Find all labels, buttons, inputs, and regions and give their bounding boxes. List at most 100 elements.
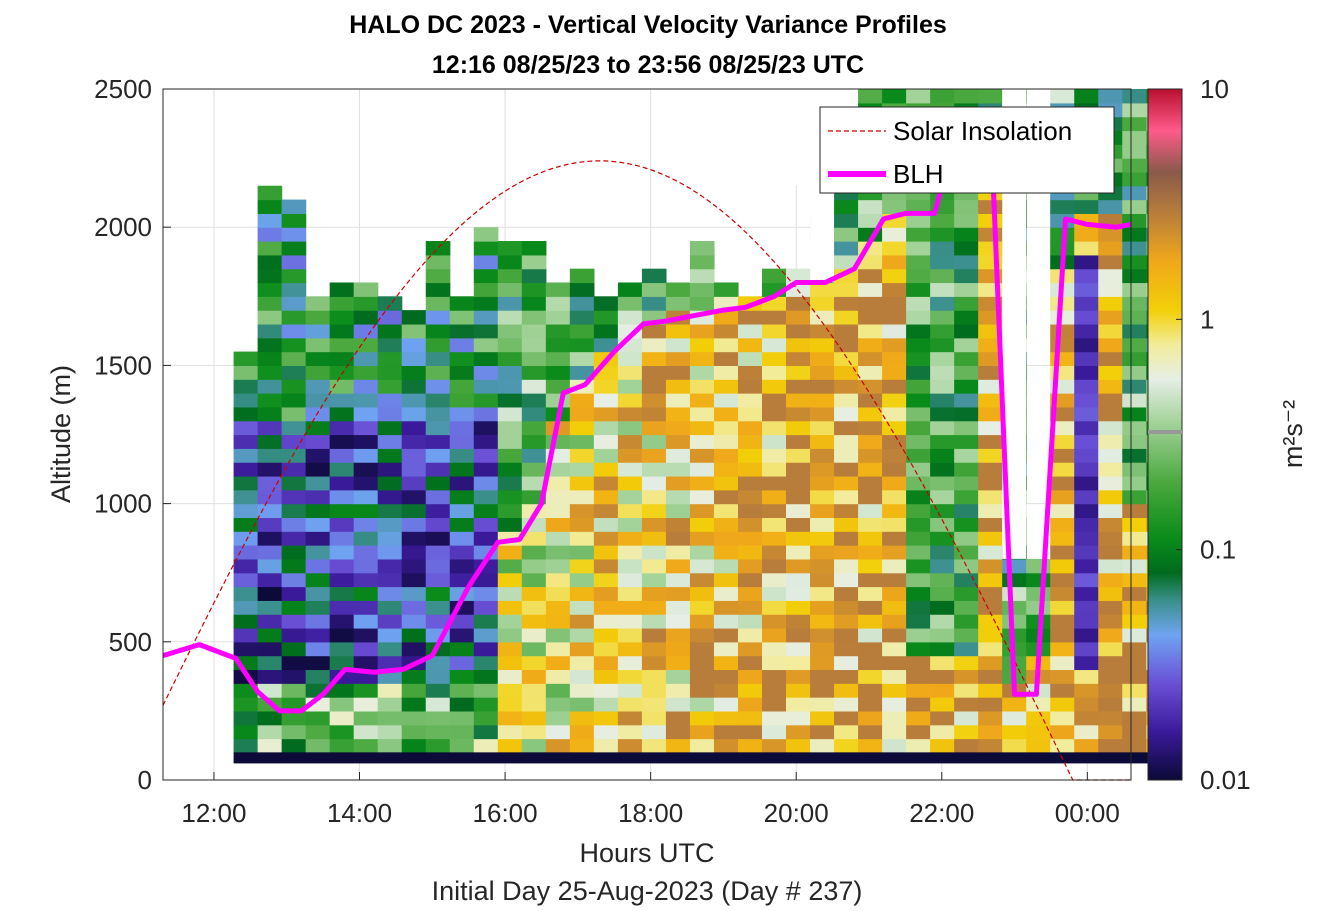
x-tick-label: 22:00 xyxy=(909,798,974,828)
heatmap-cell xyxy=(1098,655,1123,671)
heatmap-cell xyxy=(930,586,955,601)
heatmap-cell xyxy=(906,558,931,574)
heatmap-cell xyxy=(1098,614,1123,629)
heatmap-cell xyxy=(1122,406,1147,422)
heatmap-cell xyxy=(281,351,307,366)
heatmap-cell xyxy=(1074,489,1099,505)
heatmap-cell xyxy=(906,199,931,214)
x-axis-label: Hours UTC xyxy=(579,838,714,868)
heatmap-cell xyxy=(810,282,835,297)
heatmap-cell xyxy=(305,448,331,463)
heatmap-cell xyxy=(834,503,859,519)
heatmap-cell xyxy=(834,517,859,532)
heatmap-cell xyxy=(617,462,643,477)
heatmap-cell xyxy=(930,627,955,643)
heatmap-cell xyxy=(593,683,619,698)
heatmap-cell xyxy=(497,697,523,712)
heatmap-cell xyxy=(641,641,667,657)
heatmap-cell xyxy=(665,600,691,615)
heatmap-cell xyxy=(1002,614,1027,629)
colorbar: 10 1 0.1 0.01 m²s⁻² xyxy=(1147,74,1308,795)
heatmap-cell xyxy=(689,296,715,311)
heatmap-cell xyxy=(377,641,403,657)
heatmap-cell xyxy=(497,351,523,366)
heatmap-cell xyxy=(569,655,595,671)
heatmap-cell xyxy=(930,503,955,519)
heatmap-cell xyxy=(858,697,883,712)
heatmap-cell xyxy=(521,724,547,740)
heatmap-cell xyxy=(521,572,547,588)
heatmap-cell xyxy=(1026,697,1051,712)
heatmap-cell xyxy=(641,323,667,339)
heatmap-cell xyxy=(593,379,619,394)
heatmap-cell xyxy=(786,420,811,436)
heatmap-cell xyxy=(329,572,355,588)
heatmap-cell xyxy=(617,655,643,671)
heatmap-cell xyxy=(858,475,883,491)
heatmap-cell xyxy=(401,710,427,726)
heatmap-cell xyxy=(689,393,715,408)
heatmap-cell xyxy=(906,614,931,629)
heatmap-cell xyxy=(978,462,1003,477)
heatmap-cell xyxy=(1122,641,1147,657)
heatmap-cell xyxy=(593,393,619,408)
heatmap-cell xyxy=(737,489,763,505)
heatmap-cell xyxy=(593,627,619,643)
heatmap-cell xyxy=(641,545,667,560)
heatmap-cell xyxy=(1050,434,1075,449)
heatmap-cell xyxy=(810,434,835,449)
heatmap-cell xyxy=(233,379,259,394)
heatmap-cell xyxy=(329,282,355,297)
x-tick-label: 20:00 xyxy=(764,798,829,828)
heatmap-cell xyxy=(449,545,475,560)
heatmap-cell xyxy=(737,503,763,519)
heatmap-cell xyxy=(810,323,835,339)
heatmap-cell xyxy=(713,393,739,408)
heatmap-cell xyxy=(761,614,787,629)
heatmap-cell xyxy=(377,586,403,601)
heatmap-cell xyxy=(233,503,259,519)
heatmap-cell xyxy=(329,434,355,449)
heatmap-cell xyxy=(329,614,355,629)
heatmap-cell xyxy=(233,393,259,408)
heatmap-cell xyxy=(1074,351,1099,366)
heatmap-cell xyxy=(954,282,979,297)
heatmap-cell xyxy=(449,558,475,574)
heatmap-cell xyxy=(978,241,1003,256)
heatmap-cell xyxy=(473,379,499,394)
heatmap-cell xyxy=(786,572,811,588)
heatmap-cell xyxy=(473,393,499,408)
heatmap-cell xyxy=(1098,227,1123,242)
heatmap-cell xyxy=(545,586,571,601)
heatmap-cell xyxy=(329,531,355,546)
heatmap-cell xyxy=(1098,517,1123,532)
heatmap-cell xyxy=(521,406,547,422)
heatmap-cell xyxy=(930,531,955,546)
heatmap-cell xyxy=(665,365,691,380)
heatmap-cell xyxy=(1050,406,1075,422)
heatmap-cell xyxy=(1122,448,1147,463)
heatmap-cell xyxy=(689,669,715,684)
heatmap-cell xyxy=(665,448,691,463)
heatmap-cell xyxy=(617,600,643,615)
heatmap-cell xyxy=(617,503,643,519)
heatmap-cell xyxy=(737,641,763,657)
heatmap-cell xyxy=(593,406,619,422)
heatmap-cell xyxy=(978,199,1003,214)
heatmap-cell xyxy=(882,710,907,726)
heatmap-cell xyxy=(353,641,379,657)
heatmap-cell xyxy=(545,738,571,753)
heatmap-cell xyxy=(810,558,835,574)
heatmap-cell xyxy=(834,489,859,505)
heatmap-cell xyxy=(882,296,907,311)
heatmap-cell xyxy=(473,614,499,629)
colorbar-marker xyxy=(1148,430,1182,434)
heatmap-cell xyxy=(1050,213,1075,228)
x-tick-label: 12:00 xyxy=(181,798,246,828)
heatmap-cell xyxy=(1026,724,1051,740)
heatmap-cell xyxy=(401,697,427,712)
heatmap-cell xyxy=(1098,310,1123,325)
heatmap-cell xyxy=(954,614,979,629)
heatmap-cell xyxy=(954,572,979,588)
heatmap-cell xyxy=(1050,558,1075,574)
